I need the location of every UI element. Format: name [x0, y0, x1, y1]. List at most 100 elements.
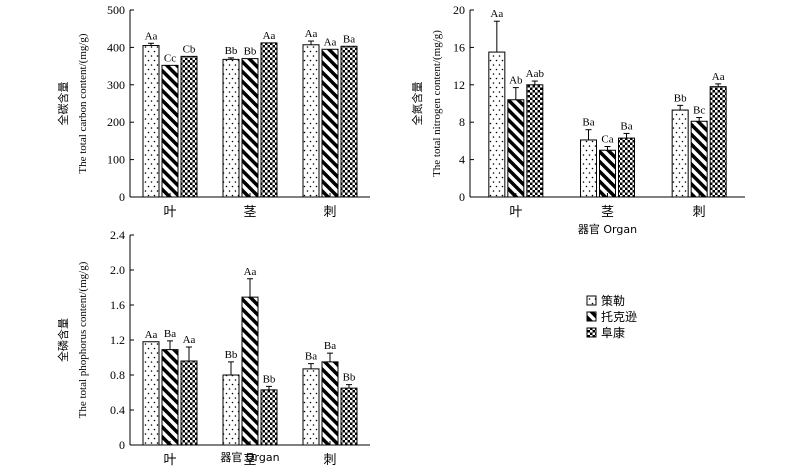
carbon-bar — [222, 58, 240, 198]
carbon-y-tick-label: 100 — [107, 153, 125, 167]
carbon-bar — [321, 48, 339, 198]
phosphorus-bar — [241, 296, 259, 446]
phosphorus-significance-label: Ba — [164, 328, 176, 340]
phosphorus-significance-label: Ba — [324, 340, 336, 352]
phosphorus-ylabel-en: The total phophorus content/(mg/g) — [77, 261, 89, 418]
phosphorus-category-label: 叶 — [163, 453, 176, 466]
nitrogen-significance-label: Ba — [620, 120, 632, 132]
nitrogen-ylabel-en: The total nitrogen content/(mg/g) — [431, 30, 443, 177]
phosphorus-significance-label: Aa — [145, 329, 158, 341]
phosphorus-significance-label: Aa — [183, 334, 196, 346]
nitrogen-bar — [488, 51, 506, 198]
carbon-bar — [340, 45, 358, 198]
nitrogen-bar — [671, 109, 689, 198]
nitrogen-significance-label: Bb — [674, 92, 687, 104]
carbon-y-tick-label: 300 — [107, 78, 125, 92]
nitrogen-ylabel-cn: 全氮含量 — [410, 82, 424, 126]
nitrogen-y-tick-label: 4 — [459, 153, 465, 167]
carbon-bar — [241, 58, 259, 198]
nitrogen-bar — [599, 149, 616, 198]
carbon-bar — [180, 55, 198, 198]
carbon-significance-label: Aa — [145, 30, 158, 42]
nitrogen-y-tick-label: 12 — [453, 78, 465, 92]
nitrogen-bar — [618, 137, 635, 198]
phosphorus-significance-label: Aa — [244, 266, 257, 278]
nitrogen-significance-label: Ab — [509, 75, 523, 87]
nitrogen-xlabel: 器官 Organ — [578, 222, 637, 236]
carbon-y-tick-label: 500 — [107, 3, 125, 17]
phosphorus-y-tick-label: 1.2 — [110, 333, 125, 347]
phosphorus-bar — [340, 387, 358, 446]
phosphorus-category-label: 刺 — [323, 453, 336, 466]
carbon-bar — [161, 64, 179, 198]
phosphorus-y-tick-label: 2.4 — [110, 228, 125, 242]
phosphorus-category-label: 茎 — [243, 453, 256, 466]
carbon-chart: 0 100 200 300 400 500 The total carbon content… — [56, 3, 370, 220]
phosphorus-bar — [180, 360, 198, 446]
nitrogen-bar — [526, 84, 544, 198]
phosphorus-bar — [302, 368, 320, 446]
carbon-significance-label: Cc — [164, 52, 176, 64]
nitrogen-y-tick-label: 8 — [459, 115, 465, 129]
carbon-significance-label: Bb — [225, 45, 238, 57]
phosphorus-y-tick-label: 1.6 — [110, 298, 125, 312]
nitrogen-bar — [580, 139, 597, 198]
legend-item-0: 策勒 — [586, 294, 625, 308]
carbon-y-tick-label: 200 — [107, 115, 125, 129]
phosphorus-y-tick-label: 0.4 — [110, 403, 125, 417]
legend-swatch-0 — [586, 295, 597, 306]
legend-swatch-1 — [586, 311, 597, 322]
nitrogen-y-tick-label: 16 — [453, 40, 465, 54]
carbon-category-label: 茎 — [243, 205, 256, 220]
phosphorus-significance-label: Bb — [225, 349, 238, 361]
legend-item-2: 阜康 — [586, 325, 625, 340]
carbon-y-tick-label: 400 — [107, 40, 125, 54]
carbon-y-tick-label: 0 — [119, 190, 125, 204]
phosphorus-bar — [260, 389, 278, 446]
phosphorus-y-tick-label: 2.0 — [110, 263, 125, 277]
nitrogen-bar — [709, 86, 727, 198]
carbon-ylabel-en: The total carbon content/(mg/g) — [77, 33, 89, 174]
phosphorus-bar — [161, 349, 179, 446]
legend: 策勒 托克逊 阜康 — [586, 294, 637, 340]
phosphorus-xlabel: 器官 Organ — [220, 450, 279, 464]
phosphorus-ylabel-cn: 全磷含量 — [56, 318, 70, 362]
phosphorus-significance-label: Bb — [263, 373, 276, 385]
phosphorus-bar — [142, 341, 160, 446]
phosphorus-chart: 0 0.4 0.8 1.2 1.6 2.0 2.4 The total phophorus c… — [56, 228, 370, 466]
phosphorus-bar — [222, 374, 240, 446]
nitrogen-significance-label: Ca — [601, 134, 613, 146]
legend-label-1: 托克逊 — [601, 310, 637, 324]
nitrogen-chart: 0 4 8 12 16 20 The total nitrogen content/(mg/… — [410, 3, 745, 236]
nitrogen-category-label: 刺 — [693, 205, 706, 220]
carbon-significance-label: Ba — [343, 33, 355, 45]
legend-item-1: 托克逊 — [586, 310, 637, 324]
carbon-significance-label: Aa — [324, 36, 337, 48]
nitrogen-significance-label: Aa — [712, 71, 725, 83]
nitrogen-category-label: 茎 — [601, 205, 614, 220]
phosphorus-y-tick-label: 0.8 — [110, 368, 125, 382]
phosphorus-y-tick-label: 0 — [119, 438, 125, 452]
carbon-bar — [302, 44, 320, 198]
nitrogen-y-tick-label: 20 — [453, 3, 465, 17]
carbon-ylabel-cn: 全碳含量 — [56, 82, 70, 126]
phosphorus-bar — [321, 361, 339, 446]
legend-label-2: 阜康 — [601, 325, 625, 340]
carbon-category-label: 刺 — [323, 205, 336, 220]
nitrogen-bar — [507, 99, 525, 198]
nitrogen-category-label: 叶 — [509, 205, 522, 220]
carbon-bar — [142, 45, 160, 198]
carbon-bar — [260, 42, 278, 198]
carbon-significance-label: Bb — [244, 46, 257, 58]
carbon-significance-label: Aa — [263, 30, 276, 42]
nitrogen-significance-label: Aab — [526, 68, 545, 80]
carbon-significance-label: Aa — [305, 28, 318, 40]
nitrogen-significance-label: Ba — [582, 117, 594, 129]
phosphorus-significance-label: Bb — [343, 372, 356, 384]
nitrogen-bar — [690, 120, 708, 198]
nitrogen-significance-label: Aa — [490, 8, 503, 20]
legend-label-0: 策勒 — [601, 294, 625, 308]
phosphorus-significance-label: Ba — [305, 351, 317, 363]
carbon-category-label: 叶 — [163, 205, 176, 220]
